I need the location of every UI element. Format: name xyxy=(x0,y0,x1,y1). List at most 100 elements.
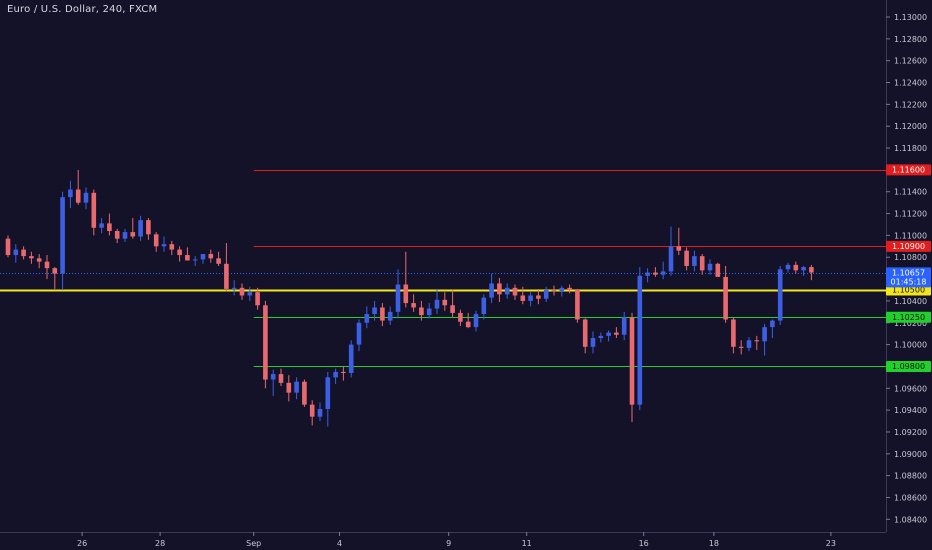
candle-body xyxy=(512,287,518,296)
candle-body xyxy=(44,261,50,269)
candle xyxy=(161,236,167,252)
candle xyxy=(99,217,104,234)
candle xyxy=(302,379,307,407)
candle-body xyxy=(809,267,814,273)
candle-body xyxy=(450,305,455,313)
candle-body xyxy=(426,308,432,316)
candle xyxy=(465,312,471,329)
candle xyxy=(450,290,455,318)
candle-body xyxy=(489,283,494,298)
price-tick-label: 1.12800 xyxy=(894,35,927,44)
candle xyxy=(629,312,635,423)
candle-body xyxy=(114,231,120,239)
candle xyxy=(263,300,268,389)
price-tick-label: 1.11200 xyxy=(894,210,927,219)
time-tick-label: 9 xyxy=(446,539,451,548)
candle-body xyxy=(169,244,175,250)
candle-body xyxy=(13,249,19,256)
candle xyxy=(395,269,401,319)
candle-body xyxy=(504,287,510,295)
time-tick-label: 23 xyxy=(826,539,836,548)
candle xyxy=(177,246,182,262)
candle-body xyxy=(645,272,650,276)
level-badge-0-text: 1.11600 xyxy=(892,165,925,174)
candle-body xyxy=(247,292,253,296)
candle-body xyxy=(341,371,346,373)
candle xyxy=(536,288,541,305)
candle xyxy=(606,330,611,342)
candle-body xyxy=(559,287,565,292)
time-tick-label: 28 xyxy=(155,539,165,548)
candle xyxy=(801,265,806,276)
candle xyxy=(793,261,799,274)
candle-body xyxy=(692,256,697,266)
candle xyxy=(286,375,292,402)
candle xyxy=(699,253,705,275)
candle-body xyxy=(715,263,721,277)
candle-body xyxy=(497,283,502,295)
candle-body xyxy=(317,409,323,417)
candle-body xyxy=(29,256,34,259)
candle xyxy=(5,235,11,258)
candle-body xyxy=(224,263,229,289)
candle-body xyxy=(707,263,713,271)
candle-body xyxy=(481,297,487,315)
level-badge-0-bg xyxy=(886,164,931,176)
candle xyxy=(489,273,494,304)
level-badge-0: 1.11600 xyxy=(886,164,931,176)
candle xyxy=(341,366,346,381)
candle-body xyxy=(551,290,557,292)
candle xyxy=(317,402,323,422)
candle xyxy=(91,189,97,236)
current-price-badge-text: 01:45:18 xyxy=(891,277,927,286)
candle xyxy=(738,340,744,355)
candle xyxy=(153,232,159,252)
time-axis[interactable]: 26 28 Sep 4 9 11 16 18 23 xyxy=(77,532,836,548)
price-tick-label: 1.08600 xyxy=(894,493,927,502)
candle-body xyxy=(746,340,752,348)
price-tick-label: 1.10000 xyxy=(894,341,927,350)
candle xyxy=(723,265,728,323)
time-tick-label: 16 xyxy=(639,539,649,548)
candle-body xyxy=(278,374,284,383)
candle xyxy=(481,294,487,320)
candle xyxy=(270,369,276,396)
candle-body xyxy=(419,307,424,316)
candle-body xyxy=(356,322,362,345)
candle xyxy=(754,335,760,351)
candle xyxy=(676,227,682,256)
price-tick-label: 1.11400 xyxy=(894,188,927,197)
level-badge-3-text: 1.10250 xyxy=(892,313,925,322)
candle-body xyxy=(372,307,377,315)
candle xyxy=(567,284,572,294)
candle xyxy=(575,288,580,323)
price-tick-label: 1.12000 xyxy=(894,122,927,131)
candle xyxy=(216,251,221,266)
candle-body xyxy=(302,381,307,405)
candle xyxy=(114,228,120,244)
candle xyxy=(692,250,697,272)
candle xyxy=(707,259,713,275)
candle xyxy=(75,169,81,205)
candle xyxy=(614,327,619,339)
candle xyxy=(224,243,229,292)
candle xyxy=(684,247,689,271)
candle-body xyxy=(699,256,705,271)
candle xyxy=(309,400,315,426)
candle xyxy=(325,371,331,427)
price-tick-label: 1.11800 xyxy=(894,144,927,153)
candle xyxy=(185,247,190,261)
candle-body xyxy=(676,246,682,251)
price-axis[interactable]: 1.13000 1.12800 1.12600 1.12400 1.12200 1.120… xyxy=(886,13,927,524)
candle xyxy=(146,217,151,240)
price-tick-label: 1.12600 xyxy=(894,57,927,66)
price-levels xyxy=(0,170,886,367)
candle xyxy=(278,368,284,387)
candle-body xyxy=(91,192,97,228)
candle-body xyxy=(793,264,799,271)
candle xyxy=(231,280,237,296)
candle xyxy=(497,277,502,303)
symbol-title: Euro / U.S. Dollar, 240, FXCM xyxy=(7,4,158,15)
